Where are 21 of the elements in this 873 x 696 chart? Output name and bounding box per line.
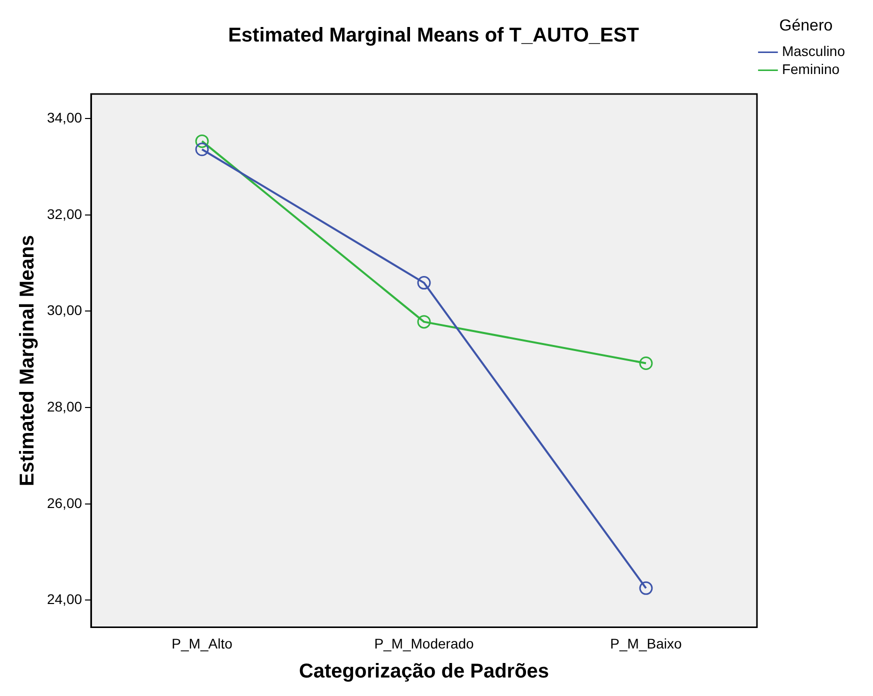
legend-label: Feminino: [782, 61, 840, 78]
y-tick-label: 26,00: [46, 494, 82, 511]
x-axis-title: Categorização de Padrões: [298, 660, 550, 683]
x-tick-label: P_M_Baixo: [610, 635, 682, 652]
legend-title: Género: [779, 17, 833, 34]
x-tick-label: P_M_Moderado: [374, 635, 474, 652]
y-tick-label: 32,00: [46, 206, 82, 222]
point: [417, 276, 431, 290]
y-tick-label: 34,00: [46, 109, 82, 126]
y-tick-label: 28,00: [46, 398, 82, 414]
point: [417, 315, 431, 329]
y-tick-label: 30,00: [46, 302, 82, 318]
y-tick-label: 24,00: [46, 591, 82, 608]
point: [195, 142, 209, 156]
point: [639, 356, 653, 370]
y-axis-title: Estimated Marginal Means: [16, 235, 39, 486]
point: [639, 581, 653, 595]
legend-label: Masculino: [782, 43, 846, 60]
x-tick-label: P_M_Alto: [172, 635, 233, 652]
point: [195, 134, 209, 148]
chart-title: Estimated Marginal Means of T_AUTO_EST: [228, 24, 639, 47]
